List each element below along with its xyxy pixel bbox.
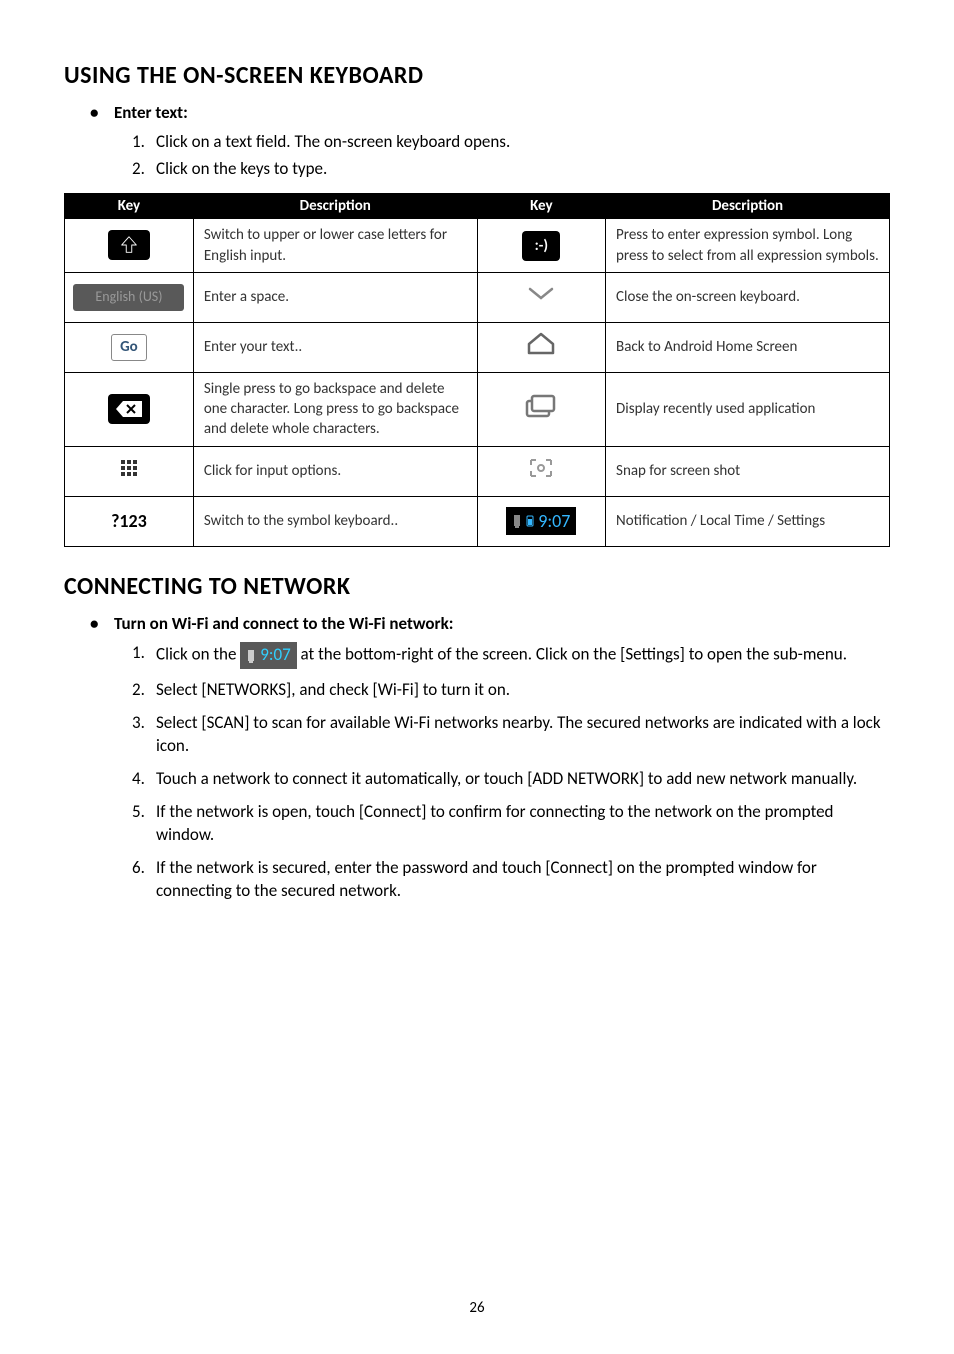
clock-text: 9:07 (260, 644, 290, 667)
desc-cell: Snap for screen shot (606, 446, 890, 496)
desc-cell: Switch to the symbol keyboard.. (193, 496, 477, 546)
table-row: Switch to upper or lower case letters fo… (65, 219, 890, 273)
desc-cell: Enter your text.. (193, 322, 477, 372)
chevron-down-icon (526, 285, 556, 303)
step-item: Select [NETWORKS], and check [Wi-Fi] to … (132, 679, 890, 702)
key-backspace (65, 372, 194, 446)
desc-cell: Click for input options. (193, 446, 477, 496)
table-row: English (US) Enter a space. Close the on… (65, 272, 890, 322)
section-heading: USING THE ON-SCREEN KEYBOARD (64, 60, 890, 92)
key-go: Go (65, 322, 194, 372)
desc-cell: Close the on-screen keyboard. (606, 272, 890, 322)
desc-cell: Display recently used application (606, 372, 890, 446)
step-text-post: at the bottom-right of the screen. Click… (301, 644, 847, 665)
desc-cell: Back to Android Home Screen (606, 322, 890, 372)
step-item: Click on the keys to type. (132, 158, 890, 181)
key-home (477, 322, 605, 372)
key-symbols: ?123 (65, 496, 194, 546)
step-item: Select [SCAN] to scan for available Wi-F… (132, 712, 890, 758)
th-desc: Description (606, 194, 890, 219)
step-item: Touch a network to connect it automatica… (132, 768, 890, 791)
smiley-icon: :-) (522, 231, 560, 261)
symbols-icon: ?123 (111, 510, 147, 532)
key-shift (65, 219, 194, 273)
desc-cell: Notification / Local Time / Settings (606, 496, 890, 546)
key-smiley: :-) (477, 219, 605, 273)
desc-cell: Enter a space. (193, 272, 477, 322)
key-screenshot (477, 446, 605, 496)
key-close-keyboard (477, 272, 605, 322)
section-heading: CONNECTING TO NETWORK (64, 571, 890, 603)
step-item: If the network is secured, enter the pas… (132, 857, 890, 903)
table-row: Single press to go backspace and delete … (65, 372, 890, 446)
key-recent (477, 372, 605, 446)
key-space: English (US) (65, 272, 194, 322)
table-row: ?123 Switch to the symbol keyboard.. 9:0… (65, 496, 890, 546)
desc-cell: Switch to upper or lower case letters fo… (193, 219, 477, 273)
steps-list-2: Click on the 9:07 at the bottom-right of… (132, 642, 890, 902)
th-key: Key (477, 194, 605, 219)
steps-list-1: Click on a text field. The on-screen key… (132, 131, 890, 181)
shift-icon (108, 230, 150, 260)
backspace-icon (108, 394, 150, 424)
statusbar-icon: 9:07 (506, 507, 576, 535)
th-desc: Description (193, 194, 477, 219)
step-text-pre: Click on the (156, 644, 240, 665)
go-icon: Go (111, 334, 147, 360)
bullet-wifi: Turn on Wi-Fi and connect to the Wi-Fi n… (90, 613, 890, 636)
desc-cell: Single press to go backspace and delete … (193, 372, 477, 446)
th-key: Key (65, 194, 194, 219)
home-icon (525, 331, 557, 357)
screenshot-icon (528, 457, 554, 479)
page-number: 26 (0, 1298, 954, 1318)
clock-text: 9:07 (538, 509, 570, 533)
bullet-enter-text: Enter text: (90, 102, 890, 125)
keyboard-table: Key Description Key Description Switch t… (64, 193, 890, 547)
statusbar-inline-icon: 9:07 (240, 642, 296, 669)
step-item: Click on the 9:07 at the bottom-right of… (132, 642, 890, 669)
key-statusbar: 9:07 (477, 496, 605, 546)
step-item: Click on a text field. The on-screen key… (132, 131, 890, 154)
table-row: Go Enter your text.. Back to Android Hom… (65, 322, 890, 372)
input-options-icon (118, 457, 140, 479)
table-row: Click for input options. Snap for screen… (65, 446, 890, 496)
space-icon: English (US) (73, 284, 184, 311)
key-input-options (65, 446, 194, 496)
recent-icon (523, 393, 559, 419)
desc-cell: Press to enter expression symbol. Long p… (606, 219, 890, 273)
step-item: If the network is open, touch [Connect] … (132, 801, 890, 847)
